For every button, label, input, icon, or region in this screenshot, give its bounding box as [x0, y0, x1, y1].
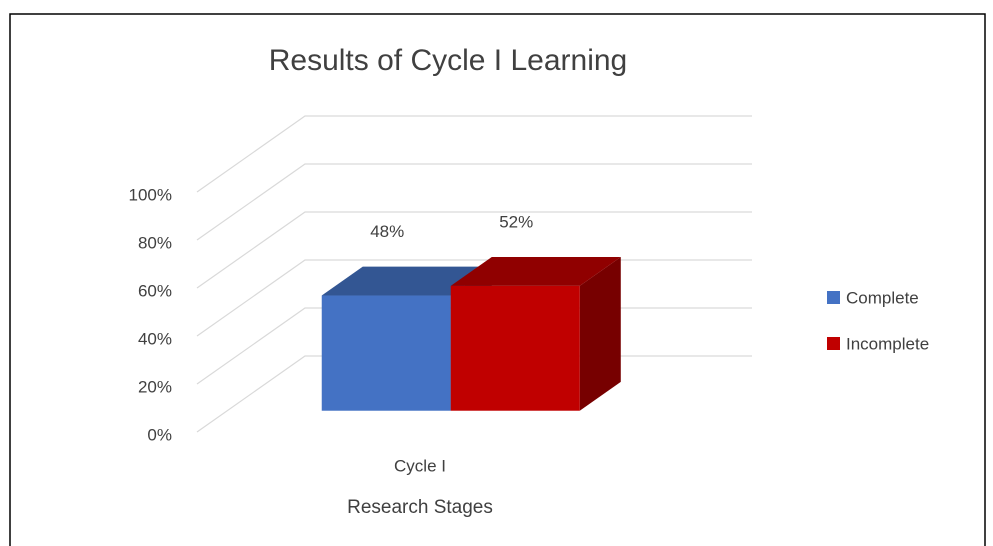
legend-label: Complete: [846, 288, 919, 307]
data-label: 52%: [499, 212, 533, 231]
y-tick-label: 20%: [138, 377, 172, 396]
frame: [9, 13, 986, 546]
y-tick-label: 80%: [138, 233, 172, 252]
legend-label: Incomplete: [846, 334, 929, 353]
grid-line: [196, 115, 752, 193]
bar: [450, 285, 580, 411]
data-label: 48%: [370, 222, 404, 241]
grid-line: [196, 211, 752, 289]
bar: [321, 295, 451, 411]
y-tick-label: 100%: [129, 185, 172, 204]
y-tick-label: 60%: [138, 281, 172, 300]
bar-top: [321, 266, 492, 296]
y-tick-label: 0%: [147, 425, 172, 444]
chart-title: Results of Cycle I Learning: [269, 44, 628, 77]
x-tick-label: Cycle I: [394, 456, 446, 475]
grid-line: [196, 163, 752, 241]
x-axis-label: Research Stages: [347, 497, 493, 518]
y-tick-label: 40%: [138, 329, 172, 348]
bar-side: [579, 257, 621, 411]
legend-swatch: [827, 291, 840, 304]
legend-swatch: [827, 337, 840, 350]
bar-top: [450, 257, 621, 286]
